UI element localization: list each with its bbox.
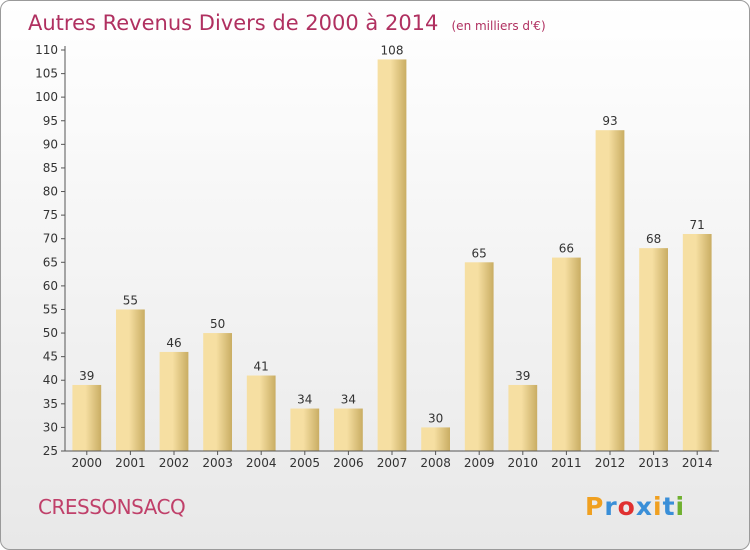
- bar-value-label: 108: [381, 43, 404, 57]
- bar-value-label: 66: [559, 242, 574, 256]
- bar: [682, 233, 712, 451]
- y-tick-label: 80: [43, 185, 58, 199]
- bar: [290, 408, 320, 451]
- x-tick-label: 2010: [508, 456, 539, 470]
- commune-name: CRESSONSACQ: [38, 495, 186, 519]
- x-tick-label: 2012: [595, 456, 626, 470]
- bar: [464, 262, 494, 451]
- bar-value-label: 39: [515, 369, 530, 383]
- bar: [203, 333, 232, 451]
- bar-value-label: 71: [690, 218, 705, 232]
- y-tick-label: 35: [43, 397, 58, 411]
- bar-value-label: 41: [254, 360, 269, 374]
- chart-title-text: Autres Revenus Divers de 2000 à 2014: [28, 11, 439, 35]
- bar-value-label: 65: [472, 246, 487, 260]
- y-tick-label: 90: [43, 137, 58, 151]
- bar: [595, 130, 625, 451]
- bar: [159, 351, 189, 451]
- bar: [377, 59, 407, 451]
- y-tick-label: 65: [43, 255, 58, 269]
- x-tick-label: 2009: [464, 456, 495, 470]
- bar-value-label: 34: [341, 393, 356, 407]
- bar: [72, 384, 102, 451]
- x-tick-label: 2013: [638, 456, 669, 470]
- logo-letter: o: [617, 492, 636, 521]
- y-tick-label: 40: [43, 373, 58, 387]
- x-tick-label: 2011: [551, 456, 582, 470]
- x-tick-label: 2004: [246, 456, 277, 470]
- y-tick-label: 60: [43, 279, 58, 293]
- proxiti-logo[interactable]: Proxiti: [585, 492, 685, 521]
- bar: [246, 375, 276, 451]
- bar-value-label: 39: [79, 369, 94, 383]
- x-tick-label: 2005: [290, 456, 321, 470]
- x-tick-label: 2001: [115, 456, 146, 470]
- y-tick-label: 55: [43, 302, 58, 316]
- x-tick-label: 2000: [72, 456, 103, 470]
- bar: [334, 408, 363, 451]
- x-tick-label: 2002: [159, 456, 190, 470]
- y-tick-label: 100: [35, 90, 58, 104]
- logo-letter: i: [675, 492, 686, 521]
- bar-value-label: 93: [602, 114, 617, 128]
- x-tick-label: 2007: [377, 456, 408, 470]
- bar-value-label: 68: [646, 232, 661, 246]
- chart-unit-label: (en milliers d'€): [451, 19, 546, 33]
- y-tick-label: 30: [43, 420, 58, 434]
- x-tick-label: 2014: [682, 456, 713, 470]
- bar-value-label: 46: [166, 336, 181, 350]
- bar: [116, 309, 145, 451]
- bar-value-label: 55: [123, 293, 138, 307]
- bar-value-label: 50: [210, 317, 225, 331]
- x-tick-label: 2006: [333, 456, 364, 470]
- y-axis: 25 30 35 40 45 50 55 60 65 70 75 80 85 90 95 100 105 110: [35, 43, 66, 458]
- y-tick-label: 110: [35, 43, 58, 57]
- logo-letter: i: [653, 492, 663, 521]
- y-tick-label: 45: [43, 350, 58, 364]
- bar-value-label: 34: [297, 393, 312, 407]
- logo-letter: t: [662, 492, 676, 521]
- y-tick-label: 75: [43, 208, 58, 222]
- logo-letter: P: [585, 492, 605, 521]
- bar: [421, 427, 450, 451]
- bars: 39 55 46 50 41 34 34 108 30 65 39 66 93 68 71: [72, 43, 712, 451]
- y-tick-label: 70: [43, 232, 58, 246]
- x-tick-label: 2003: [202, 456, 233, 470]
- y-tick-label: 105: [35, 67, 58, 81]
- y-tick-label: 95: [43, 114, 58, 128]
- x-tick-label: 2008: [420, 456, 451, 470]
- logo-letter: r: [604, 492, 618, 521]
- logo-letter: x: [635, 492, 653, 521]
- y-tick-label: 85: [43, 161, 58, 175]
- bar: [508, 384, 538, 451]
- chart-title: Autres Revenus Divers de 2000 à 2014 (en…: [28, 11, 546, 35]
- bar: [639, 248, 668, 451]
- y-tick-label: 25: [43, 444, 58, 458]
- bar: [552, 257, 581, 451]
- y-tick-label: 50: [43, 326, 58, 340]
- bar-value-label: 30: [428, 411, 443, 425]
- x-axis: 2000 2001 2002 2003 2004 2005 2006 2007 2008 2009…: [65, 450, 719, 470]
